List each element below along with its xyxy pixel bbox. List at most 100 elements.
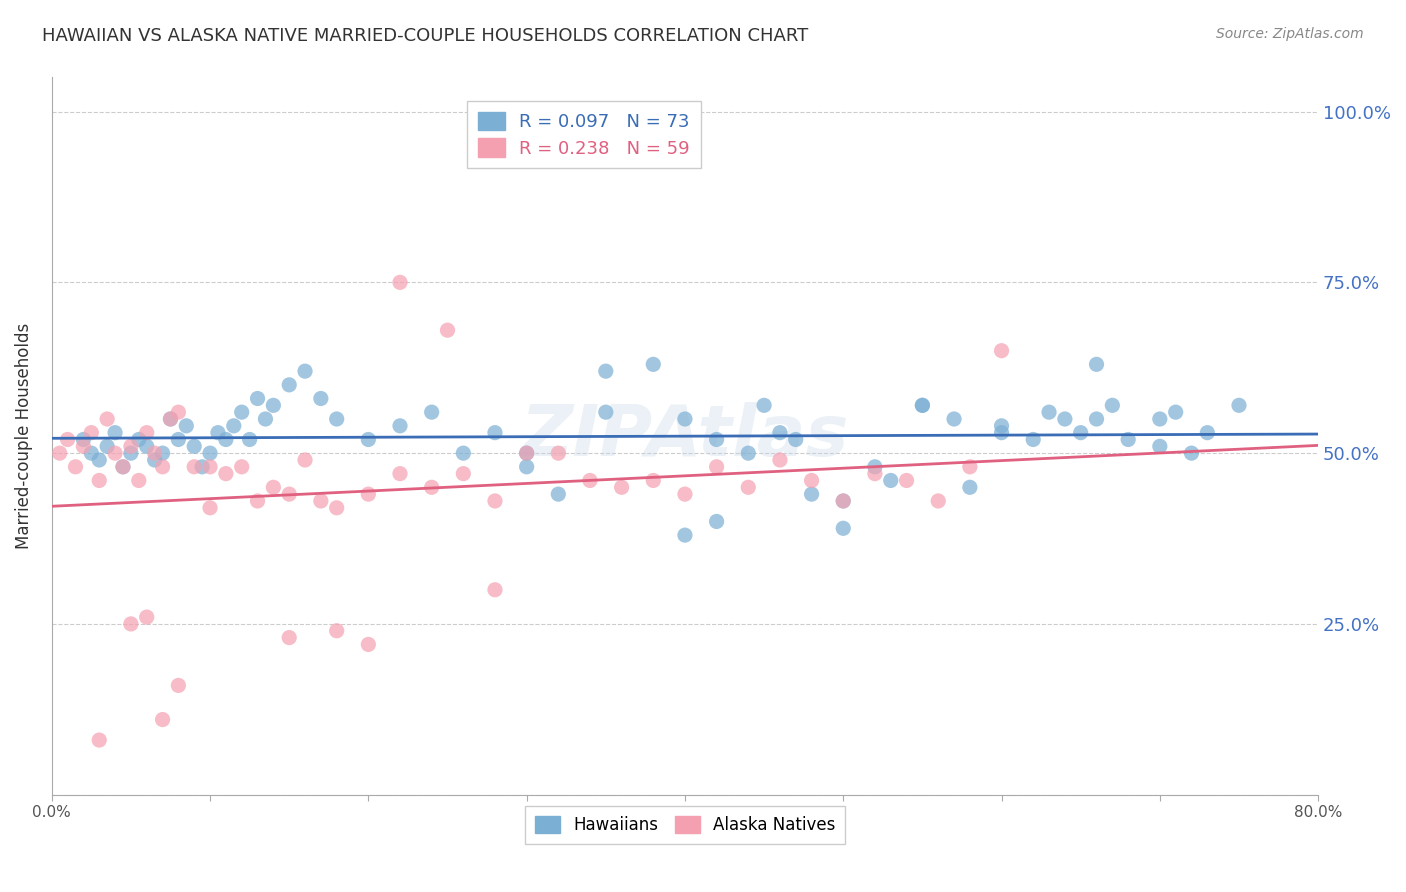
Point: [89, 474, 111, 488]
Point: [911, 398, 934, 412]
Y-axis label: Married-couple Households: Married-couple Households: [15, 323, 32, 549]
Point: [1053, 412, 1076, 426]
Point: [96, 412, 118, 426]
Point: [111, 459, 134, 474]
Point: [357, 433, 380, 447]
Point: [388, 418, 411, 433]
Point: [1197, 425, 1219, 440]
Point: [388, 467, 411, 481]
Point: [673, 487, 696, 501]
Point: [453, 446, 475, 460]
Point: [152, 459, 174, 474]
Point: [420, 405, 443, 419]
Point: [547, 487, 569, 501]
Legend: Hawaiians, Alaska Natives: Hawaiians, Alaska Natives: [524, 805, 845, 844]
Point: [1085, 412, 1108, 426]
Point: [752, 398, 775, 412]
Point: [72, 433, 94, 447]
Point: [927, 494, 949, 508]
Point: [89, 733, 111, 747]
Point: [673, 412, 696, 426]
Point: [207, 425, 229, 440]
Point: [357, 637, 380, 651]
Point: [911, 398, 934, 412]
Point: [262, 480, 284, 494]
Point: [1116, 433, 1139, 447]
Point: [231, 459, 253, 474]
Point: [1101, 398, 1123, 412]
Point: [990, 425, 1012, 440]
Point: [595, 364, 617, 378]
Point: [120, 446, 142, 460]
Point: [863, 467, 886, 481]
Point: [254, 412, 277, 426]
Point: [246, 494, 269, 508]
Point: [309, 392, 332, 406]
Point: [516, 446, 538, 460]
Point: [547, 446, 569, 460]
Point: [111, 459, 134, 474]
Point: [785, 433, 807, 447]
Point: [610, 480, 633, 494]
Point: [89, 453, 111, 467]
Point: [143, 453, 166, 467]
Point: [48, 446, 70, 460]
Point: [231, 405, 253, 419]
Point: [167, 405, 190, 419]
Point: [325, 412, 347, 426]
Point: [943, 412, 966, 426]
Point: [1180, 446, 1202, 460]
Point: [222, 418, 245, 433]
Point: [294, 364, 316, 378]
Point: [135, 439, 157, 453]
Point: [863, 459, 886, 474]
Point: [198, 500, 221, 515]
Point: [959, 480, 981, 494]
Point: [880, 474, 903, 488]
Point: [643, 474, 665, 488]
Point: [737, 480, 759, 494]
Point: [104, 446, 127, 460]
Point: [453, 467, 475, 481]
Point: [167, 433, 190, 447]
Point: [183, 459, 205, 474]
Point: [706, 459, 728, 474]
Point: [167, 678, 190, 692]
Point: [800, 487, 823, 501]
Point: [120, 616, 142, 631]
Point: [673, 528, 696, 542]
Point: [215, 433, 238, 447]
Point: [239, 433, 262, 447]
Point: [484, 582, 506, 597]
Point: [159, 412, 181, 426]
Point: [325, 500, 347, 515]
Point: [278, 487, 301, 501]
Point: [959, 459, 981, 474]
Point: [294, 453, 316, 467]
Point: [152, 713, 174, 727]
Point: [420, 480, 443, 494]
Point: [1022, 433, 1045, 447]
Point: [135, 425, 157, 440]
Point: [80, 446, 103, 460]
Point: [579, 474, 602, 488]
Text: HAWAIIAN VS ALASKA NATIVE MARRIED-COUPLE HOUSEHOLDS CORRELATION CHART: HAWAIIAN VS ALASKA NATIVE MARRIED-COUPLE…: [42, 27, 808, 45]
Point: [484, 494, 506, 508]
Point: [800, 474, 823, 488]
Point: [706, 515, 728, 529]
Point: [896, 474, 918, 488]
Point: [516, 446, 538, 460]
Point: [1164, 405, 1187, 419]
Point: [278, 631, 301, 645]
Point: [128, 433, 150, 447]
Point: [769, 425, 792, 440]
Point: [72, 439, 94, 453]
Point: [1227, 398, 1250, 412]
Point: [80, 425, 103, 440]
Point: [183, 439, 205, 453]
Point: [159, 412, 181, 426]
Point: [198, 459, 221, 474]
Point: [120, 439, 142, 453]
Point: [309, 494, 332, 508]
Point: [516, 459, 538, 474]
